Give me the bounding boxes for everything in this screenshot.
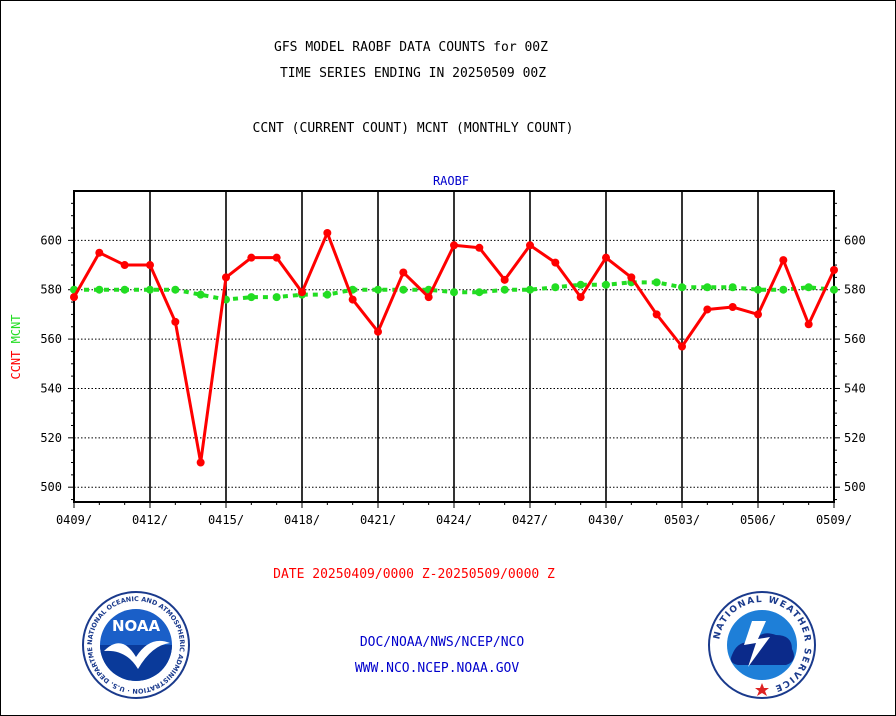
- point-ccnt: [272, 253, 281, 262]
- point-ccnt: [703, 305, 712, 314]
- point-ccnt: [450, 241, 458, 250]
- x-tick-label: 0418/: [284, 513, 320, 527]
- y-axis-label: CCNT MCNT: [9, 314, 23, 379]
- point-ccnt: [526, 241, 534, 250]
- point-mcnt: [120, 285, 129, 294]
- point-mcnt: [576, 280, 585, 289]
- noaa-logo: NATIONAL OCEANIC AND ATMOSPHERIC ADMINIS…: [79, 585, 190, 703]
- point-mcnt: [779, 285, 788, 294]
- point-ccnt: [323, 228, 332, 237]
- point-ccnt: [779, 256, 788, 265]
- point-ccnt: [120, 261, 129, 270]
- chart-title-line1: GFS MODEL RAOBF DATA COUNTS for 00Z: [274, 40, 548, 55]
- point-ccnt: [551, 258, 560, 267]
- point-mcnt: [551, 283, 560, 292]
- point-ccnt: [500, 275, 509, 284]
- y-tick-label-left: 540: [40, 381, 62, 395]
- url-line: WWW.NCO.NCEP.NOAA.GOV: [354, 661, 520, 676]
- x-tick-label: 0424/: [436, 513, 472, 527]
- point-ccnt: [830, 265, 838, 274]
- point-ccnt: [348, 295, 357, 304]
- panel-title: RAOBF: [433, 174, 469, 188]
- x-tick-label: 0421/: [360, 513, 396, 527]
- y-tick-label-right: 520: [844, 431, 866, 445]
- x-tick-label: 0506/: [740, 513, 776, 527]
- noaa-logo-text: NOAA: [112, 617, 161, 635]
- point-mcnt: [703, 283, 712, 292]
- point-ccnt: [424, 293, 433, 302]
- point-mcnt: [804, 283, 813, 292]
- point-mcnt: [475, 288, 484, 297]
- y-axis-label-part: MCNT: [9, 314, 23, 350]
- x-tick-label: 0427/: [512, 513, 548, 527]
- x-tick-label: 0509/: [816, 513, 852, 527]
- point-mcnt: [500, 285, 509, 294]
- grid-layer: [68, 190, 840, 508]
- y-tick-label-left: 600: [40, 233, 62, 247]
- point-mcnt: [678, 283, 686, 292]
- point-ccnt: [399, 268, 408, 277]
- point-ccnt: [627, 273, 636, 282]
- point-ccnt: [247, 253, 256, 262]
- point-mcnt: [450, 288, 458, 297]
- org-line: DOC/NOAA/NWS/NCEP/NCO: [359, 635, 525, 650]
- point-ccnt: [171, 317, 180, 326]
- point-mcnt: [95, 285, 104, 294]
- point-ccnt: [95, 248, 104, 257]
- point-mcnt: [652, 278, 661, 287]
- x-tick-label: 0409/: [56, 513, 92, 527]
- y-tick-label-left: 520: [40, 431, 62, 445]
- point-ccnt: [70, 293, 78, 302]
- y-axis-label-part: CCNT: [9, 351, 23, 380]
- point-ccnt: [298, 288, 306, 297]
- point-ccnt: [728, 303, 737, 312]
- point-mcnt: [830, 285, 838, 294]
- point-mcnt: [728, 283, 737, 292]
- point-ccnt: [602, 253, 610, 262]
- y-tick-label-left: 500: [40, 480, 62, 494]
- y-tick-label-right: 500: [844, 480, 866, 494]
- nws-logo: NATIONAL WEATHER SERVICE: [708, 591, 816, 703]
- point-ccnt: [146, 261, 154, 270]
- chart-title-line2: TIME SERIES ENDING IN 20250509 00Z: [279, 66, 547, 81]
- date-range-label: DATE 20250409/0000 Z-20250509/0000 Z: [273, 567, 555, 582]
- x-tick-label: 0415/: [208, 513, 244, 527]
- point-mcnt: [526, 285, 534, 294]
- y-tick-label-right: 540: [844, 381, 866, 395]
- point-ccnt: [754, 310, 762, 319]
- point-mcnt: [323, 290, 332, 299]
- x-tick-label: 0412/: [132, 513, 168, 527]
- point-ccnt: [576, 293, 585, 302]
- series-layer: [70, 228, 838, 467]
- point-mcnt: [602, 280, 610, 289]
- point-mcnt: [247, 293, 256, 302]
- y-tick-label-right: 600: [844, 233, 866, 247]
- point-mcnt: [272, 293, 281, 302]
- label-layer: 0409/0412/0415/0418/0421/0424/0427/0430/…: [9, 174, 866, 527]
- y-tick-label-right: 580: [844, 283, 866, 297]
- point-mcnt: [196, 290, 205, 299]
- y-tick-label-right: 560: [844, 332, 866, 346]
- point-mcnt: [171, 285, 180, 294]
- y-tick-label-left: 580: [40, 283, 62, 297]
- point-mcnt: [399, 285, 408, 294]
- point-ccnt: [196, 458, 205, 467]
- point-ccnt: [804, 320, 813, 329]
- point-ccnt: [652, 310, 661, 319]
- point-ccnt: [678, 342, 686, 351]
- y-tick-label-left: 560: [40, 332, 62, 346]
- point-ccnt: [222, 273, 230, 282]
- point-mcnt: [374, 285, 382, 294]
- x-tick-label: 0430/: [588, 513, 624, 527]
- point-ccnt: [475, 243, 484, 252]
- point-ccnt: [374, 327, 382, 336]
- point-mcnt: [146, 285, 154, 294]
- point-mcnt: [754, 285, 762, 294]
- chart-subtitle: CCNT (CURRENT COUNT) MCNT (MONTHLY COUNT…: [252, 121, 574, 136]
- x-tick-label: 0503/: [664, 513, 700, 527]
